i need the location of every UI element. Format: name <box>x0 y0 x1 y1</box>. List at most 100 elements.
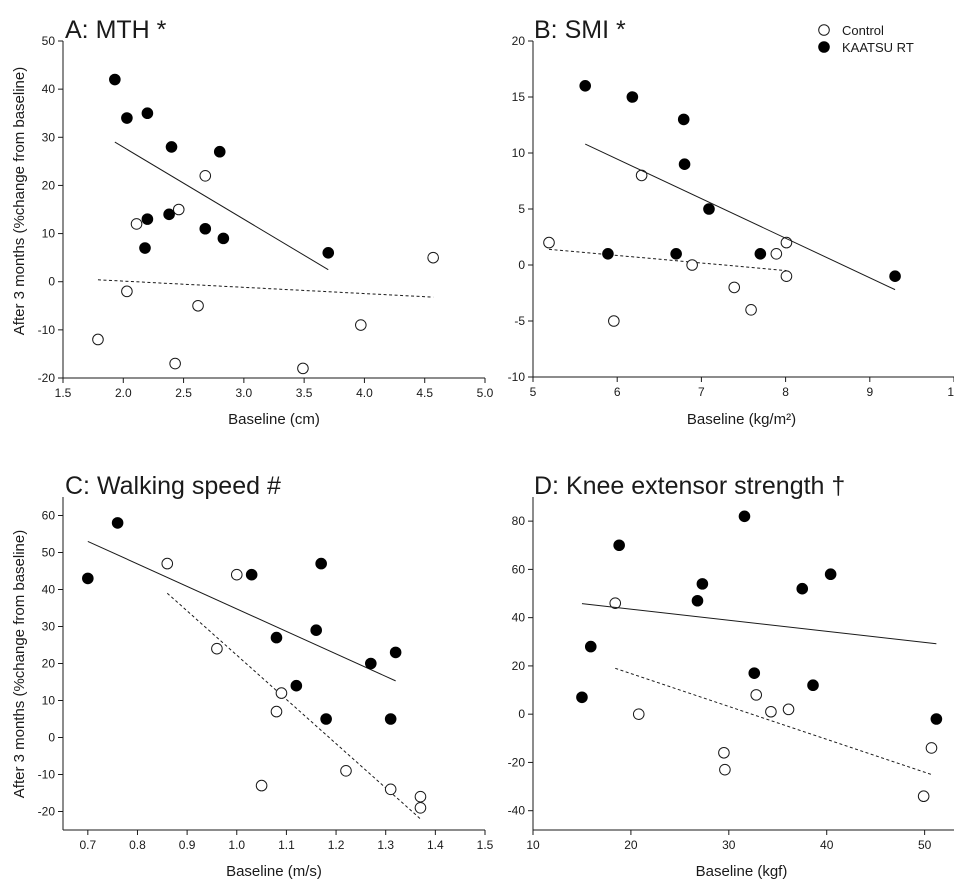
panel-c-x-tick-label: 0.9 <box>179 838 196 852</box>
panel-c-kaatsu-point <box>270 631 283 644</box>
panel-a-kaatsu-point <box>163 208 175 221</box>
panel-c-kaatsu-point <box>365 657 377 670</box>
panel-b-kaatsu-fit-line <box>584 143 896 291</box>
panel-c-control-point <box>340 765 352 777</box>
panel-d-control-fit-line <box>615 667 932 775</box>
panel-a-y-tick-label: 10 <box>42 227 56 241</box>
panel-c-x-tick-label: 1.1 <box>278 838 295 852</box>
panel-b-y-tick-label: 10 <box>512 146 526 160</box>
panel-b-kaatsu-point <box>602 248 614 260</box>
panel-d-x-tick-label: 30 <box>722 838 736 852</box>
panel-c-y-tick-label: -20 <box>38 805 56 819</box>
panel-c-kaatsu-point <box>389 646 402 659</box>
panel-b-x-tick-label: 6 <box>614 385 621 399</box>
panel-b-kaatsu-point <box>677 113 690 126</box>
panel-b-x-tick-label: 5 <box>530 385 537 399</box>
panel-c-x-tick-label: 0.8 <box>129 838 146 852</box>
panel-d-x-tick-label: 10 <box>526 838 540 852</box>
panel-c-control-point <box>230 568 243 581</box>
panel-c-kaatsu-fit-line <box>87 540 396 682</box>
panel-b-x-tick-label: 8 <box>782 385 789 399</box>
panel-b-kaatsu-point <box>703 203 715 215</box>
panel-c-x-axis-label: Baseline (m/s) <box>226 863 322 879</box>
panel-c-control-point <box>414 790 427 803</box>
panel-d-title: D: Knee extensor strength † <box>534 472 845 500</box>
panel-b-kaatsu-point <box>754 248 767 260</box>
panel-c-kaatsu-point <box>82 572 94 585</box>
panel-d-x-tick-label: 40 <box>820 838 834 852</box>
panel-d-x-axis-label: Baseline (kgf) <box>696 863 788 879</box>
panel-a-control-fit-line <box>97 279 434 298</box>
panel-a-control-point <box>199 170 212 182</box>
panel-a-kaatsu-point <box>213 145 226 158</box>
panel-b-control-point <box>745 304 757 316</box>
panel-b-y-tick-label: 5 <box>518 202 525 216</box>
panel-d-kaatsu-point <box>696 578 709 590</box>
panel-b-kaatsu-point <box>889 270 901 283</box>
panel-c-y-tick-label: 40 <box>42 583 56 597</box>
panel-d-control-point <box>925 742 938 754</box>
panel-d-kaatsu-point <box>738 510 751 523</box>
panel-b-y-tick-label: 0 <box>518 258 525 272</box>
panel-b-x-tick-label: 10 <box>947 385 954 399</box>
panel-d-kaatsu-point <box>930 713 943 725</box>
panel-b-control-point <box>780 270 793 283</box>
panel-c-control-point <box>161 557 174 570</box>
panel-d-y-tick-label: 20 <box>512 659 526 673</box>
legend-kaatsu-label: KAATSU RT <box>842 40 914 55</box>
panel-a-control-point <box>130 218 143 230</box>
panel-d-knee-extensor-strength: 10 20 30 40 50 -40 -20 0 20 40 60 80 D: Knee extenso… <box>508 472 954 880</box>
panel-c-y-tick-label: 60 <box>42 509 56 523</box>
panel-c-control-fit-line <box>166 592 421 820</box>
panel-a-control-point <box>121 285 133 298</box>
panel-a-y-tick-label: 20 <box>42 178 56 192</box>
panel-c-y-tick-label: 0 <box>48 731 55 745</box>
panel-a-mth: 1.5 2.0 2.5 3.0 3.5 4.0 4.5 5.0 -20 -10 0 10 20 30 40 5… <box>38 16 494 428</box>
panel-b-x-tick-label: 7 <box>698 385 705 399</box>
panel-a-x-tick-label: 4.0 <box>356 386 373 400</box>
panel-b-kaatsu-point <box>626 91 639 103</box>
panel-c-y-tick-label: 10 <box>42 694 56 708</box>
panel-a-x-tick-label: 5.0 <box>477 386 494 400</box>
panel-a-x-tick-label: 4.5 <box>416 386 433 400</box>
panel-a-kaatsu-point <box>121 112 133 124</box>
panel-d-control-point <box>609 597 622 609</box>
panel-a-kaatsu-point <box>141 107 154 120</box>
panel-b-smi: 5 6 7 8 9 10 -10 -5 0 5 10 15 20 B: SMI * Baseline (kg… <box>508 16 954 428</box>
panel-b-control-point <box>608 315 620 327</box>
panel-d-kaatsu-point <box>824 568 837 581</box>
panel-a-control-point <box>355 319 367 331</box>
panel-c-kaatsu-point <box>111 517 124 529</box>
panel-b-x-axis-label: Baseline (kg/m²) <box>687 411 796 428</box>
panel-c-control-point <box>275 687 288 699</box>
panel-a-x-tick-label: 2.0 <box>115 386 132 400</box>
panel-d-y-tick-label: 0 <box>518 707 525 721</box>
panel-a-kaatsu-point <box>109 73 121 86</box>
panel-a-x-tick-label: 3.5 <box>296 386 313 400</box>
panel-b-control-point <box>635 169 648 182</box>
panel-a-control-point <box>297 362 309 375</box>
panel-c-y-tick-label: 30 <box>42 620 56 634</box>
panel-c-x-tick-label: 1.5 <box>477 838 494 852</box>
panel-d-y-tick-label: -20 <box>508 755 526 769</box>
panel-b-title: B: SMI * <box>534 16 626 44</box>
legend-control-label: Control <box>842 23 884 38</box>
panel-a-control-point <box>192 299 204 312</box>
panel-c-control-point <box>211 642 223 655</box>
panel-c-kaatsu-point <box>245 568 258 581</box>
panel-a-y-tick-label: 0 <box>48 275 55 289</box>
panel-a-y-tick-label: 30 <box>42 130 56 144</box>
panel-c-kaatsu-point <box>315 557 327 570</box>
panel-b-control-fit-line <box>548 248 787 272</box>
panel-c-x-tick-label: 0.7 <box>79 838 96 852</box>
panel-d-kaatsu-point <box>807 679 819 692</box>
panel-a-control-point <box>172 203 185 216</box>
panel-b-kaatsu-point <box>670 248 682 260</box>
panel-d-x-tick-label: 50 <box>918 838 932 852</box>
panel-a-kaatsu-point <box>165 141 178 153</box>
legend: Control KAATSU RT <box>818 23 914 55</box>
panel-d-control-point <box>632 708 645 720</box>
panel-d-axes: 10 20 30 40 50 -40 -20 0 20 40 60 80 <box>508 497 954 852</box>
panel-c-y-tick-label: 20 <box>42 657 56 671</box>
